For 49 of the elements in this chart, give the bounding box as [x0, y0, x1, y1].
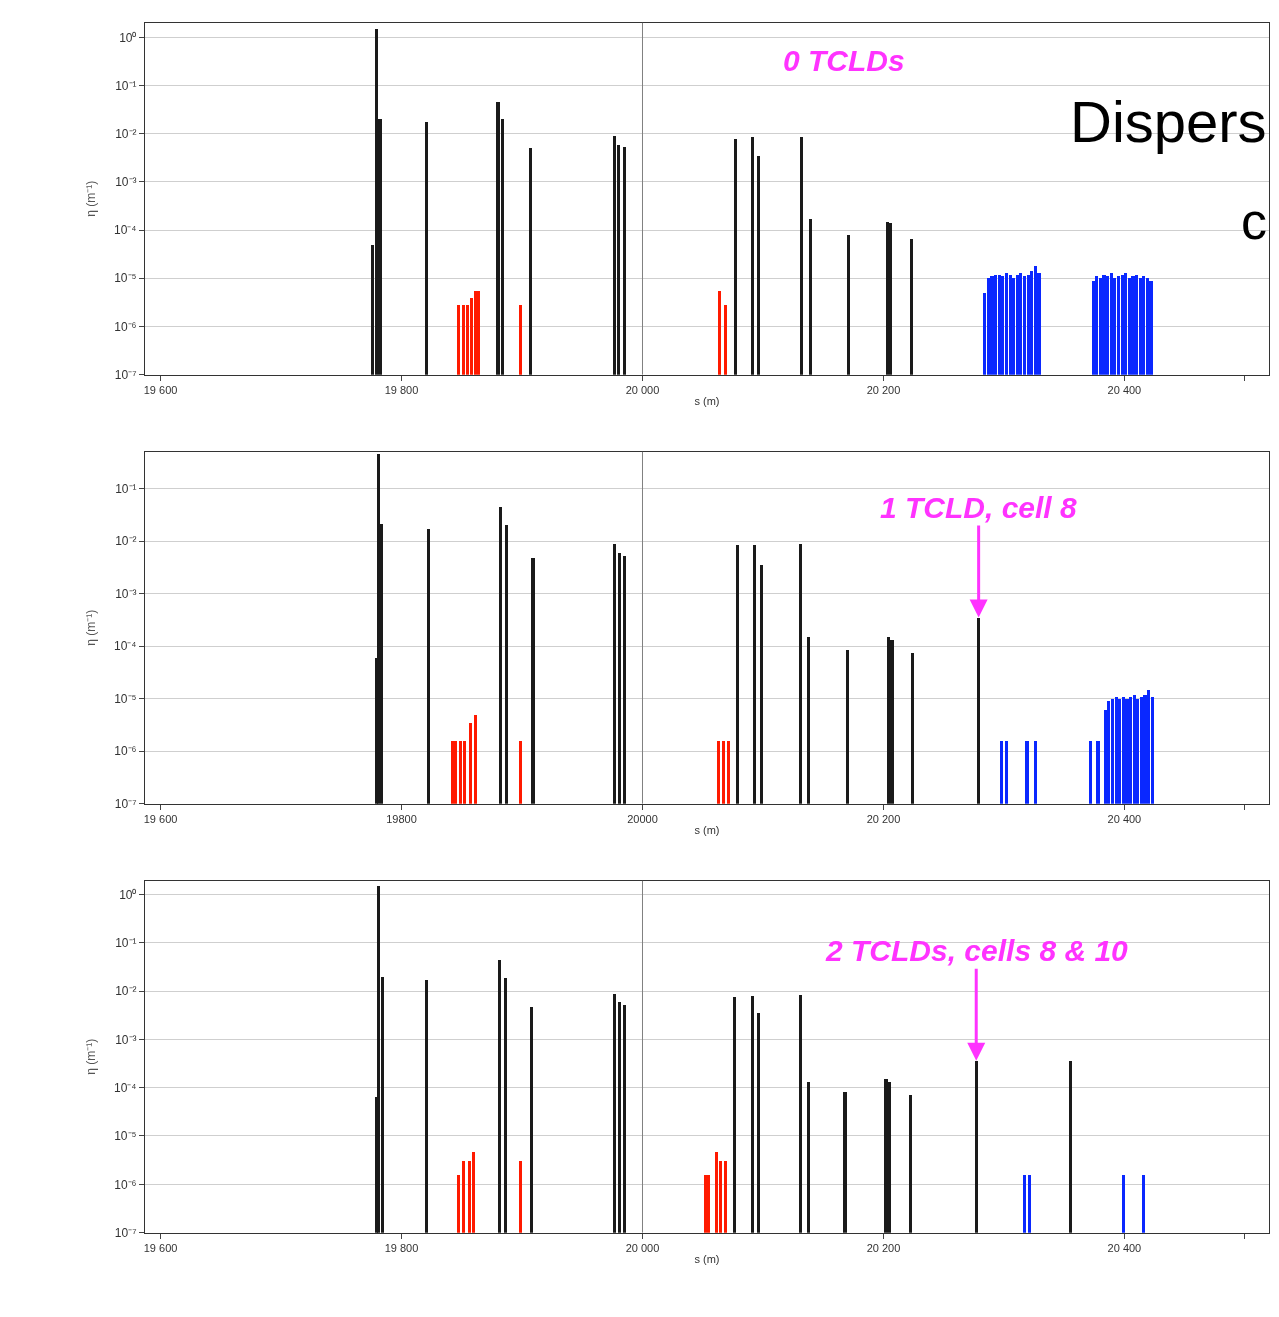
y-tick-label: 10⁻⁵	[114, 1129, 137, 1144]
x-axis-title: s (m)	[694, 395, 720, 408]
y-tick-label: 10⁻⁴	[113, 639, 137, 654]
y-tick-label: 10⁻⁷	[114, 367, 137, 382]
x-tick-label: 20 200	[866, 812, 901, 825]
x-tick-label: 19 800	[384, 1241, 419, 1254]
y-tick-label: 10⁻⁶	[114, 1177, 137, 1192]
x-tick-label: 20 400	[1107, 1241, 1142, 1254]
y-tick-label: 10⁻⁴	[113, 223, 137, 238]
y-tick-label: 10⁻³	[115, 1032, 137, 1047]
x-tick-label: 20 000	[625, 1241, 660, 1254]
y-tick-label: 10⁻³	[115, 175, 137, 190]
y-axis-title: η (m⁻¹)	[84, 1038, 99, 1075]
x-tick-label: 20 400	[1107, 812, 1142, 825]
y-tick-label: 10⁻³	[115, 586, 137, 601]
annotation: 2 TCLDs, cells 8 & 10	[825, 934, 1129, 967]
y-tick-label: 10⁻⁷	[114, 1225, 137, 1240]
annotation: c	[1241, 192, 1267, 250]
y-tick-label: 10⁻¹	[115, 78, 137, 93]
x-tick-label: 19 600	[143, 1241, 178, 1254]
x-tick-label: 20000	[627, 812, 658, 825]
annotation: 1 TCLD, cell 8	[880, 491, 1078, 524]
y-tick-label: 10⁻²	[115, 984, 137, 999]
y-tick-label: 10⁻⁷	[114, 796, 137, 811]
x-tick-label: 20 200	[866, 383, 901, 396]
y-tick-label: 10⁻¹	[115, 935, 137, 950]
y-tick-label: 10⁻²	[115, 534, 137, 549]
y-axis-title: η (m⁻¹)	[84, 180, 99, 217]
x-tick-label: 19 800	[384, 383, 419, 396]
y-tick-label: 10⁻⁶	[114, 744, 137, 759]
x-tick-label: 20 200	[866, 1241, 901, 1254]
y-tick-label: 10⁰	[119, 887, 137, 902]
y-tick-label: 10⁻⁶	[114, 319, 137, 334]
y-tick-label: 10⁻¹	[115, 481, 137, 496]
y-tick-label: 10⁻⁴	[113, 1080, 137, 1095]
y-tick-label: 10⁰	[119, 30, 137, 45]
x-axis-title: s (m)	[694, 824, 720, 837]
y-axis-title: η (m⁻¹)	[84, 609, 99, 646]
x-tick-label: 20 400	[1107, 383, 1142, 396]
y-tick-label: 10⁻⁵	[114, 271, 137, 286]
x-tick-label: 19 600	[143, 383, 178, 396]
annotation: Dispers	[1070, 89, 1267, 154]
annotation: 0 TCLDs	[783, 44, 905, 77]
x-axis-title: s (m)	[694, 1253, 720, 1266]
y-tick-label: 10⁻²	[115, 126, 137, 141]
y-tick-label: 10⁻⁵	[114, 691, 137, 706]
x-tick-label: 19800	[386, 812, 417, 825]
x-tick-label: 20 000	[625, 383, 660, 396]
x-tick-label: 19 600	[143, 812, 178, 825]
